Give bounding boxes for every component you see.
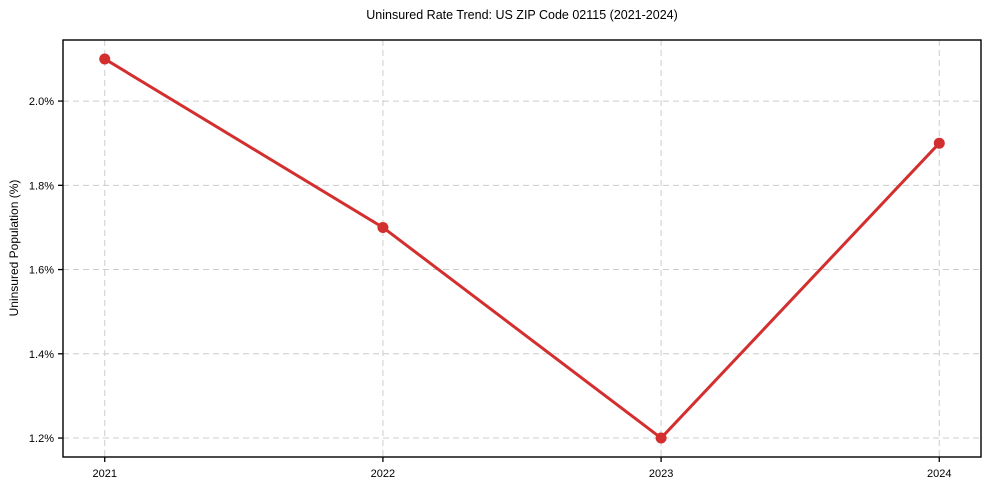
y-axis-label: Uninsured Population (%): [7, 179, 21, 317]
plot-border: [62, 39, 982, 458]
y-tick-label: 1.8%: [29, 180, 54, 192]
data-point-marker: [99, 53, 111, 65]
x-tick-label: 2023: [649, 468, 673, 480]
data-point-marker: [933, 137, 945, 149]
y-tick-label: 1.2%: [29, 433, 54, 445]
data-point-marker: [377, 221, 389, 233]
y-tick-label: 1.6%: [29, 265, 54, 277]
y-tick-label: 1.4%: [29, 349, 54, 361]
x-tick-label: 2022: [371, 468, 395, 480]
chart-title: Uninsured Rate Trend: US ZIP Code 02115 …: [366, 8, 678, 22]
x-tick-label: 2024: [927, 468, 951, 480]
data-point-marker: [655, 432, 667, 444]
y-tick-label: 2.0%: [29, 96, 54, 108]
trend-line: [103, 57, 941, 440]
x-tick-label: 2021: [92, 468, 116, 480]
